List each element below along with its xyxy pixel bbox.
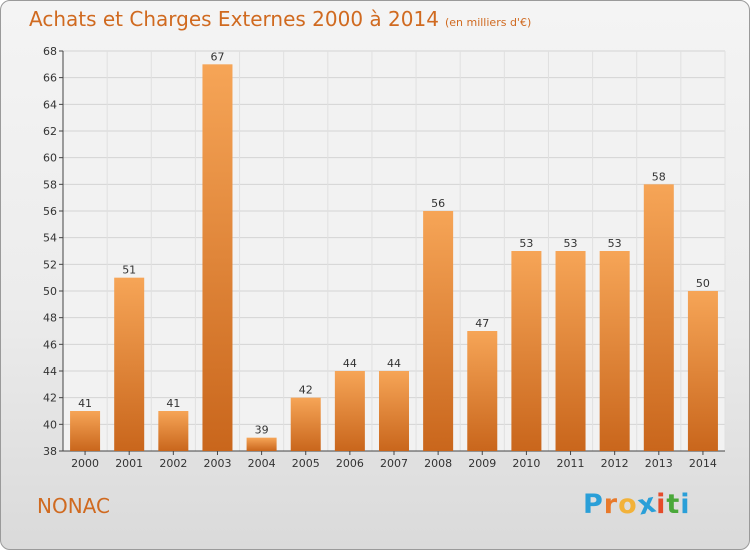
x-tick-label: 2008 xyxy=(424,457,452,470)
y-tick-label: 42 xyxy=(43,392,57,405)
bar xyxy=(511,251,542,451)
y-tick-label: 52 xyxy=(43,258,57,271)
bar xyxy=(643,184,674,452)
data-label: 53 xyxy=(608,237,622,250)
y-tick-label: 56 xyxy=(43,205,57,218)
logo-letter: o xyxy=(618,489,638,520)
bar xyxy=(599,251,630,451)
data-label: 41 xyxy=(78,397,92,410)
bar xyxy=(687,291,718,451)
data-label: 44 xyxy=(387,357,401,370)
bar xyxy=(467,331,498,451)
bar xyxy=(334,371,365,451)
y-tick-label: 68 xyxy=(43,45,57,58)
logo-letter: P xyxy=(583,489,604,520)
data-label: 67 xyxy=(210,50,224,63)
x-tick-label: 2003 xyxy=(203,457,231,470)
logo-letter: i xyxy=(656,489,667,520)
data-label: 47 xyxy=(475,317,489,330)
x-tick-label: 2012 xyxy=(601,457,629,470)
data-label: 53 xyxy=(564,237,578,250)
data-label: 51 xyxy=(122,264,136,277)
y-tick-label: 60 xyxy=(43,152,57,165)
x-tick-label: 2006 xyxy=(336,457,364,470)
y-tick-label: 40 xyxy=(43,418,57,431)
bar xyxy=(202,64,233,452)
data-label: 44 xyxy=(343,357,357,370)
y-tick-label: 62 xyxy=(43,125,57,138)
bar xyxy=(114,277,145,451)
data-label: 56 xyxy=(431,197,445,210)
x-tick-label: 2001 xyxy=(115,457,143,470)
data-label: 50 xyxy=(696,277,710,290)
logo-letter: t xyxy=(666,489,681,520)
bar xyxy=(70,411,101,451)
title-text: Achats et Charges Externes 2000 à 2014 xyxy=(29,7,439,31)
commune-name: NONAC xyxy=(37,494,110,518)
bars xyxy=(70,64,718,452)
data-label: 42 xyxy=(299,384,313,397)
x-tick-label: 2014 xyxy=(689,457,717,470)
data-label: 39 xyxy=(255,424,269,437)
y-tick-label: 64 xyxy=(43,98,57,111)
x-tick-label: 2011 xyxy=(557,457,585,470)
logo-letter: r xyxy=(603,489,619,520)
bar xyxy=(378,371,410,451)
bar xyxy=(555,251,586,451)
x-tick-label: 2007 xyxy=(380,457,408,470)
proxiti-logo: Proxiti xyxy=(583,487,691,521)
data-label: 41 xyxy=(166,397,180,410)
y-tick-label: 38 xyxy=(43,445,57,458)
data-label: 58 xyxy=(652,170,666,183)
y-tick-label: 66 xyxy=(43,72,57,85)
x-tick-label: 2000 xyxy=(71,457,99,470)
x-tick-label: 2005 xyxy=(292,457,320,470)
bar xyxy=(290,397,321,451)
data-labels: 41 51 41 67 39 42 44 44 56 47 53 53 53 58 50 xyxy=(78,50,710,436)
bar xyxy=(423,211,454,451)
y-tick-label: 50 xyxy=(43,285,57,298)
x-tick-label: 2009 xyxy=(468,457,496,470)
data-label: 53 xyxy=(519,237,533,250)
x-tick-label: 2013 xyxy=(645,457,673,470)
y-tick-label: 58 xyxy=(43,178,57,191)
x-tick-label: 2004 xyxy=(248,457,276,470)
x-tick-label: 2002 xyxy=(159,457,187,470)
title-subtitle: (en milliers d'€) xyxy=(444,16,532,29)
bar xyxy=(246,437,277,451)
y-tick-label: 44 xyxy=(43,365,57,378)
y-tick-label: 46 xyxy=(43,338,57,351)
y-tick-label: 48 xyxy=(43,312,57,325)
y-tick-label: 54 xyxy=(43,232,57,245)
bar xyxy=(158,411,189,451)
logo-letter: i xyxy=(680,489,691,520)
chart-title: Achats et Charges Externes 2000 à 2014 (e… xyxy=(29,7,531,31)
x-tick-label: 2010 xyxy=(512,457,540,470)
